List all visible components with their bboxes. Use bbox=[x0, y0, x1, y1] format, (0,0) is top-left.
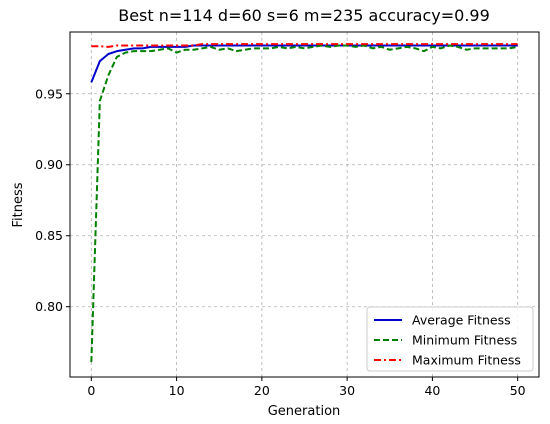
tick-layer: 0 10 20 30 40 50 0.80 0.85 0.90 0.95 bbox=[35, 86, 526, 398]
x-axis-label: Generation bbox=[268, 404, 341, 419]
y-tick-label: 0.80 bbox=[35, 299, 63, 314]
x-tick-label: 0 bbox=[87, 383, 95, 398]
legend-box bbox=[366, 306, 534, 372]
series-layer bbox=[90, 43, 518, 363]
x-tick-label: 10 bbox=[169, 383, 185, 398]
x-tick-label: 40 bbox=[424, 383, 440, 398]
legend-label-maximum-fitness: Maximum Fitness bbox=[412, 353, 521, 368]
x-tick-label: 30 bbox=[339, 383, 355, 398]
y-tick-label: 0.85 bbox=[35, 228, 63, 243]
series-line-average-fitness bbox=[90, 44, 518, 83]
legend-label-average-fitness: Average Fitness bbox=[412, 313, 511, 328]
x-tick-label: 20 bbox=[254, 383, 270, 398]
series-line-minimum-fitness bbox=[90, 44, 518, 363]
x-tick-label: 50 bbox=[510, 383, 526, 398]
chart-title: Best n=114 d=60 s=6 m=235 accuracy=0.99 bbox=[118, 6, 490, 25]
plot-frame bbox=[69, 31, 540, 378]
y-tick-label: 0.95 bbox=[35, 86, 63, 101]
y-tick-label: 0.90 bbox=[35, 157, 63, 172]
y-axis-label: Fitness bbox=[11, 182, 26, 227]
legend-label-minimum-fitness: Minimum Fitness bbox=[412, 333, 517, 348]
legend: Average Fitness Minimum Fitness Maximum Fi… bbox=[366, 306, 534, 372]
series-line-maximum-fitness bbox=[91, 43, 518, 48]
